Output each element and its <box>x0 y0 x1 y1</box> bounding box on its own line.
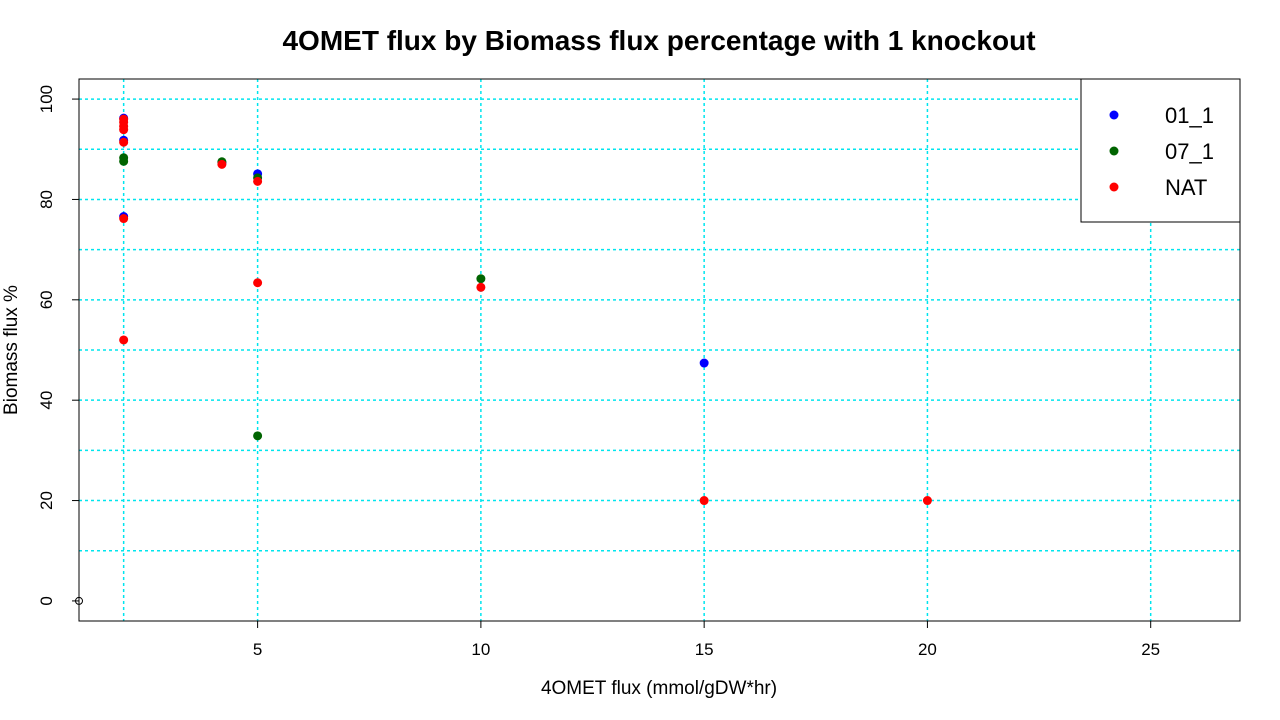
y-axis: 0 20 40 60 80 100 <box>37 85 79 606</box>
data-point <box>253 431 263 441</box>
y-axis-label: Biomass flux % <box>1 285 22 415</box>
legend-marker <box>1109 182 1119 192</box>
legend-label: 01_1 <box>1165 103 1214 128</box>
x-tick-label: 25 <box>1141 640 1160 659</box>
x-tick-label: 10 <box>471 640 490 659</box>
data-points <box>119 113 932 506</box>
y-tick-label: 20 <box>37 491 56 510</box>
x-tick-label: 20 <box>918 640 937 659</box>
data-point <box>119 335 129 345</box>
x-tick-label: 15 <box>695 640 714 659</box>
data-point <box>699 496 709 506</box>
x-axis: 5 10 15 20 25 <box>253 621 1160 659</box>
data-point <box>253 278 263 288</box>
x-tick-label: 5 <box>253 640 262 659</box>
data-point <box>119 156 129 166</box>
chart-title: 4OMET flux by Biomass flux percentage wi… <box>282 25 1035 56</box>
y-tick-label: 60 <box>37 290 56 309</box>
legend-label: NAT <box>1165 175 1207 200</box>
grid-lines <box>79 79 1240 621</box>
data-point <box>699 358 709 368</box>
y-tick-label: 40 <box>37 391 56 410</box>
plot-frame <box>78 78 1241 622</box>
data-point <box>119 137 129 147</box>
data-point <box>119 125 129 135</box>
data-point <box>476 274 486 284</box>
legend-marker <box>1109 110 1119 120</box>
x-axis-label: 4OMET flux (mmol/gDW*hr) <box>541 678 777 699</box>
y-tick-label: 100 <box>37 85 56 113</box>
legend-label: 07_1 <box>1165 139 1214 164</box>
legend-marker <box>1109 146 1119 156</box>
data-point <box>119 214 129 224</box>
legend: 01_1 07_1 NAT <box>1080 78 1241 223</box>
data-point <box>922 496 932 506</box>
data-point <box>253 176 263 186</box>
y-tick-label: 0 <box>37 596 56 605</box>
data-point <box>476 282 486 292</box>
y-tick-label: 80 <box>37 190 56 209</box>
legend-box <box>1080 78 1241 223</box>
data-point <box>217 159 227 169</box>
